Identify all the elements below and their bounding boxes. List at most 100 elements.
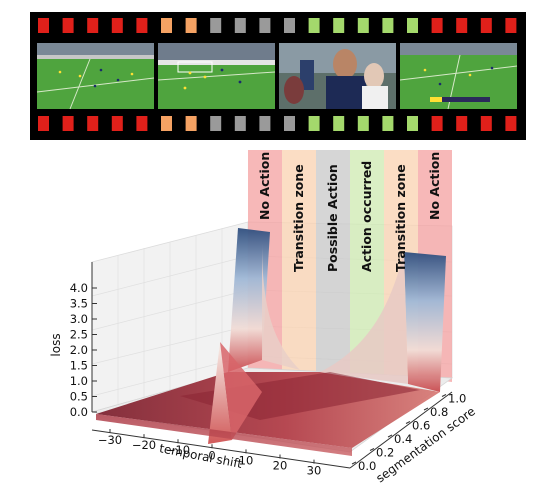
- zone-label: No Action: [257, 152, 272, 220]
- x-tick-label: −30: [98, 433, 122, 447]
- z-tick-label: 0.0: [70, 405, 88, 419]
- film-sprocket-hole: [431, 18, 443, 33]
- surface-front-edge: [96, 414, 352, 456]
- film-sprocket-hole: [480, 18, 492, 33]
- y-tick-mark: [351, 461, 357, 465]
- z-tick-label: 1.5: [70, 359, 88, 373]
- film-sprocket-hole: [38, 116, 49, 131]
- surface-right-curve: [320, 252, 408, 384]
- film-sprocket-hole: [210, 116, 222, 131]
- film-sprocket-hole: [38, 18, 49, 33]
- film-sprocket-hole: [111, 116, 123, 131]
- surface-center-spike: [208, 342, 232, 444]
- film-sprocket-hole: [87, 116, 99, 131]
- zone-label: Transition zone: [393, 164, 408, 272]
- surface-left-curve: [262, 242, 300, 370]
- z-tick-label: 0.5: [70, 390, 88, 404]
- film-sprocket-hole: [505, 116, 517, 131]
- film-sprocket-hole: [87, 18, 99, 33]
- z-ticks: 0.00.5 1.01.5 2.02.5 3.03.5 4.0: [70, 281, 97, 419]
- y-tick-mark: [423, 407, 429, 411]
- surface-left-peak: [228, 228, 270, 372]
- filmstrip-bottom-holes: [38, 116, 517, 131]
- film-sprocket-hole: [161, 18, 172, 33]
- x-tick-label: 30: [307, 464, 322, 478]
- film-sprocket-hole: [382, 116, 394, 131]
- zone-label: Transition zone: [291, 164, 306, 272]
- film-sprocket-hole: [357, 116, 369, 131]
- film-sprocket-hole: [234, 116, 246, 131]
- film-sprocket-hole: [161, 116, 172, 131]
- film-sprocket-hole: [382, 18, 394, 33]
- x-tick-label: 0: [208, 448, 215, 462]
- y-tick-mark: [405, 421, 411, 424]
- z-axis-title: loss: [49, 333, 63, 356]
- x-tick-label: 20: [273, 459, 288, 473]
- y-tick-label: 0.0: [358, 459, 376, 473]
- film-sprocket-hole: [357, 18, 369, 33]
- film-sprocket-hole: [185, 18, 197, 33]
- film-sprocket-hole: [505, 18, 517, 33]
- y-tick-mark: [387, 434, 393, 438]
- zone-band: [282, 150, 316, 374]
- film-sprocket-hole: [308, 116, 320, 131]
- filmstrip: [30, 12, 526, 140]
- surface-right-peak: [404, 252, 446, 392]
- zone-label: No Action: [427, 152, 442, 220]
- x-tick-label: −20: [132, 438, 156, 452]
- zone-band: [350, 150, 384, 378]
- film-sprocket-hole: [185, 116, 197, 131]
- x-tick-label: 10: [239, 453, 254, 467]
- z-tick-label: 1.0: [70, 374, 88, 388]
- film-sprocket-hole: [136, 116, 148, 131]
- y-tick-mark: [441, 394, 447, 397]
- y-ticks: 0.00.20.40.60.81.0: [351, 392, 466, 473]
- film-sprocket-hole: [308, 18, 320, 33]
- y-tick-label: 0.6: [412, 419, 430, 433]
- z-tick-label: 3.0: [70, 312, 88, 326]
- y-tick-label: 0.4: [394, 432, 412, 446]
- y-axis-line: [349, 391, 453, 469]
- x-ticks: −30 −20 −10 0 10 20 30: [98, 429, 321, 478]
- film-sprocket-hole: [136, 18, 148, 33]
- film-sprocket-hole: [259, 18, 271, 33]
- film-sprocket-hole: [111, 18, 123, 33]
- film-sprocket-hole: [259, 116, 271, 131]
- film-sprocket-hole: [456, 116, 468, 131]
- film-sprocket-hole: [62, 18, 74, 33]
- film-sprocket-hole: [210, 18, 222, 33]
- x-axis-line: [91, 429, 351, 469]
- y-tick-mark: [369, 448, 375, 451]
- loss-surface-plot: 0.00.51.01.52.02.53.03.54.0 −30 −20 −10 0 10…: [49, 150, 478, 485]
- x-tick-label: −10: [166, 443, 190, 457]
- film-sprocket-hole: [407, 116, 418, 131]
- zone-label: Action occurred: [359, 161, 374, 272]
- film-frame-1: [36, 43, 155, 110]
- surface-center-spike-side: [220, 342, 262, 440]
- y-tick-label: 0.8: [430, 405, 448, 419]
- filmstrip-top-holes: [38, 18, 517, 33]
- film-sprocket-hole: [284, 116, 295, 131]
- film-sprocket-hole: [333, 116, 345, 131]
- film-frame-2: [157, 43, 276, 109]
- zone-labels: No Action Transition zone Possible Action A…: [257, 152, 442, 272]
- film-sprocket-hole: [234, 18, 246, 33]
- film-sprocket-hole: [407, 18, 418, 33]
- film-sprocket-hole: [431, 116, 443, 131]
- z-tick-label: 2.0: [70, 343, 88, 357]
- film-sprocket-hole: [456, 18, 468, 33]
- film-sprocket-hole: [284, 18, 295, 33]
- film-sprocket-hole: [480, 116, 492, 131]
- y-tick-label: 0.2: [376, 446, 394, 460]
- z-tick-label: 4.0: [70, 281, 88, 295]
- y-tick-label: 1.0: [448, 392, 466, 406]
- film-sprocket-hole: [333, 18, 345, 33]
- film-frame-4: [399, 43, 518, 110]
- film-frame-3: [279, 43, 396, 109]
- zone-label: Possible Action: [325, 164, 340, 272]
- zone-band: [316, 150, 350, 376]
- film-sprocket-hole: [62, 116, 74, 131]
- z-tick-label: 2.5: [70, 328, 88, 342]
- z-tick-label: 3.5: [70, 297, 88, 311]
